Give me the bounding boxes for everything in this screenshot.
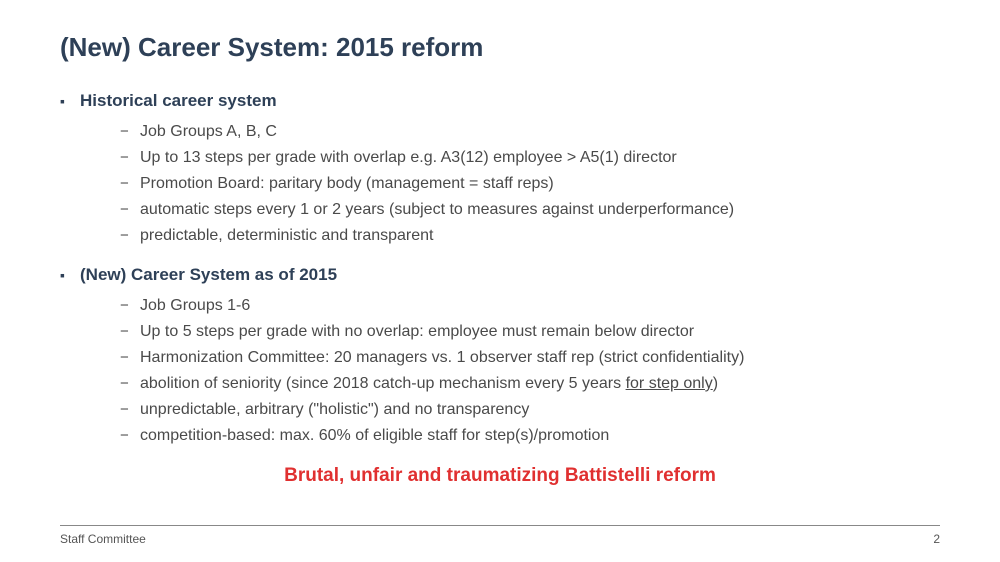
list-item-text: predictable, deterministic and transpare… [140, 225, 434, 247]
list-item: − Harmonization Committee: 20 managers v… [120, 347, 940, 369]
footer-left: Staff Committee [60, 532, 146, 546]
list-item: − Up to 13 steps per grade with overlap … [120, 147, 940, 169]
dash-bullet-icon: − [120, 425, 140, 447]
list-item: − Up to 5 steps per grade with no overla… [120, 321, 940, 343]
list-item: − Promotion Board: paritary body (manage… [120, 173, 940, 195]
dash-bullet-icon: − [120, 399, 140, 421]
square-bullet-icon: ▪ [60, 265, 80, 285]
list-item: − Job Groups A, B, C [120, 121, 940, 143]
list-item: − unpredictable, arbitrary ("holistic") … [120, 399, 940, 421]
item-text-pre: abolition of seniority (since 2018 catch… [140, 375, 626, 392]
list-item-text: unpredictable, arbitrary ("holistic") an… [140, 399, 529, 421]
dash-bullet-icon: − [120, 199, 140, 221]
slide-footer: Staff Committee 2 [60, 525, 940, 546]
dash-bullet-icon: − [120, 173, 140, 195]
list-item-text: automatic steps every 1 or 2 years (subj… [140, 199, 734, 221]
list-item-text: abolition of seniority (since 2018 catch… [140, 373, 718, 395]
list-item-text: Job Groups 1-6 [140, 295, 250, 317]
sub-list-historical: − Job Groups A, B, C − Up to 13 steps pe… [120, 121, 940, 247]
page-number: 2 [933, 532, 940, 546]
sub-list-new-system: − Job Groups 1-6 − Up to 5 steps per gra… [120, 295, 940, 447]
dash-bullet-icon: − [120, 295, 140, 317]
list-item: − predictable, deterministic and transpa… [120, 225, 940, 247]
dash-bullet-icon: − [120, 321, 140, 343]
conclusion-text: Brutal, unfair and traumatizing Battiste… [60, 465, 940, 487]
dash-bullet-icon: − [120, 373, 140, 395]
square-bullet-icon: ▪ [60, 91, 80, 111]
slide-title: (New) Career System: 2015 reform [60, 32, 940, 63]
list-item-text: Up to 5 steps per grade with no overlap:… [140, 321, 694, 343]
dash-bullet-icon: − [120, 225, 140, 247]
list-item-text: competition-based: max. 60% of eligible … [140, 425, 609, 447]
section-header-new-system: ▪ (New) Career System as of 2015 [60, 265, 940, 285]
section-header-historical: ▪ Historical career system [60, 91, 940, 111]
list-item: − Job Groups 1-6 [120, 295, 940, 317]
list-item: − abolition of seniority (since 2018 cat… [120, 373, 940, 395]
list-item: − automatic steps every 1 or 2 years (su… [120, 199, 940, 221]
dash-bullet-icon: − [120, 147, 140, 169]
list-item-text: Harmonization Committee: 20 managers vs.… [140, 347, 744, 369]
list-item-text: Job Groups A, B, C [140, 121, 277, 143]
list-item-text: Up to 13 steps per grade with overlap e.… [140, 147, 677, 169]
dash-bullet-icon: − [120, 347, 140, 369]
item-text-post: ) [713, 375, 718, 392]
item-text-underline: for step only [626, 375, 713, 392]
section-header-text: Historical career system [80, 91, 277, 111]
dash-bullet-icon: − [120, 121, 140, 143]
section-header-text: (New) Career System as of 2015 [80, 265, 337, 285]
list-item: − competition-based: max. 60% of eligibl… [120, 425, 940, 447]
list-item-text: Promotion Board: paritary body (manageme… [140, 173, 554, 195]
slide: (New) Career System: 2015 reform ▪ Histo… [0, 0, 1000, 562]
